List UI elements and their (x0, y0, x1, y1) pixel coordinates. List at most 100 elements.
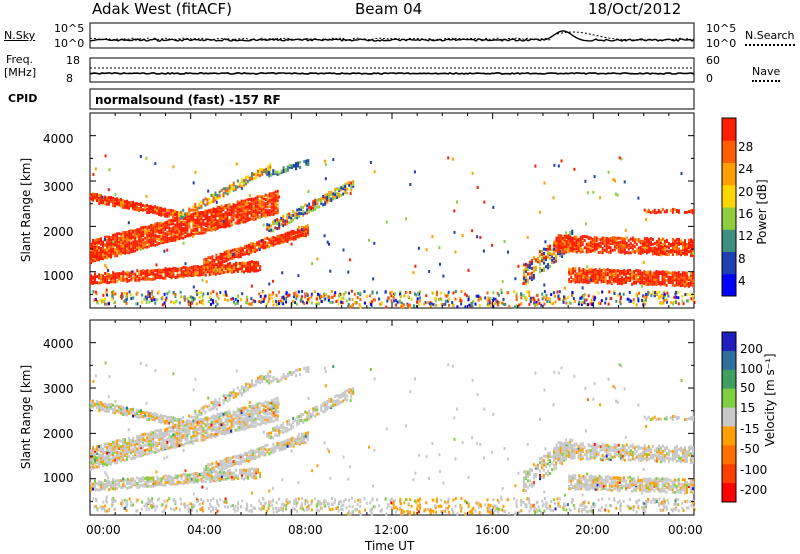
power-cell (530, 271, 533, 275)
power-cell (239, 261, 241, 265)
power-cell (547, 266, 549, 270)
power-cell (596, 272, 599, 276)
power-cell (594, 268, 597, 272)
power-cell (192, 229, 195, 233)
velocity-cell (148, 439, 151, 443)
velocity-cell (212, 425, 215, 429)
power-cell (580, 269, 583, 273)
velocity-cell (252, 419, 255, 423)
power-cell (253, 263, 256, 267)
power-cell (172, 238, 175, 242)
power-cell (278, 290, 280, 294)
power-cell (385, 305, 388, 309)
velocity-cell (252, 425, 255, 428)
power-cell (492, 291, 495, 295)
power-cell (256, 204, 259, 208)
velocity-cell (114, 461, 117, 465)
velocity-cell (258, 401, 261, 405)
power-cell (617, 241, 620, 245)
velocity-cell (172, 429, 175, 433)
power-cell (584, 270, 587, 274)
power-cell (692, 273, 694, 277)
power-cell (417, 303, 420, 307)
power-cell (288, 215, 291, 219)
velocity-cell (208, 408, 211, 412)
power-cell (144, 208, 147, 212)
power-cell (661, 281, 664, 285)
power-cell (146, 277, 149, 281)
power-cell (112, 293, 115, 296)
power-cell (605, 241, 608, 245)
power-cell (156, 242, 159, 246)
power-cell (175, 299, 178, 303)
velocity-cell (110, 406, 112, 410)
power-cell (637, 269, 640, 273)
velocity-cell (182, 422, 185, 426)
power-cell (589, 250, 592, 253)
power-cell (649, 249, 652, 253)
velocity-cell (238, 420, 241, 424)
velocity-cell (108, 404, 110, 408)
power-cell (687, 278, 690, 281)
power-cell (246, 218, 249, 222)
power-cell (671, 252, 674, 256)
power-cell (235, 253, 238, 257)
power-cell (667, 294, 670, 298)
power-cell (253, 172, 255, 176)
power-cell (138, 206, 140, 210)
power-cell (210, 222, 213, 226)
velocity-cell (256, 417, 259, 421)
velocity-cell (214, 432, 217, 436)
power-cell (122, 198, 124, 202)
power-cell (688, 250, 690, 254)
power-cell (673, 247, 676, 251)
velocity-cell (178, 444, 181, 448)
velocity-cell (142, 452, 145, 456)
power-cell (146, 271, 149, 275)
power-cell (182, 275, 185, 279)
velocity-cell (162, 442, 165, 446)
power-cell (138, 245, 141, 249)
power-cell (170, 212, 173, 216)
power-cell (304, 203, 307, 207)
power-cell (206, 267, 209, 271)
power-cell (643, 272, 646, 276)
velocity-cell (160, 428, 163, 432)
power-cell (623, 241, 626, 245)
power-cell (126, 250, 129, 254)
velocity-cell (164, 446, 167, 450)
power-cell (655, 279, 658, 283)
power-cell (110, 276, 113, 280)
velocity-cell (124, 444, 127, 448)
power-cell (298, 234, 301, 237)
power-cell (274, 240, 277, 244)
velocity-cell (140, 411, 142, 415)
power-cell (267, 167, 270, 171)
power-cell (298, 214, 301, 218)
power-cell (276, 220, 279, 224)
power-cell (685, 283, 688, 287)
power-cell (124, 277, 127, 281)
power-cell (526, 263, 529, 267)
power-cell (673, 239, 676, 243)
power-cell (198, 265, 201, 269)
power-cell (176, 270, 179, 274)
velocity-cell (232, 417, 235, 421)
power-cell (633, 245, 636, 249)
power-cells (90, 154, 696, 309)
power-cell (126, 292, 129, 296)
power-cell (212, 226, 215, 230)
velocity-cell (114, 455, 117, 459)
power-cell (232, 213, 235, 217)
power-cell (193, 297, 196, 301)
power-cell (195, 302, 198, 306)
velocity-cell (214, 422, 217, 426)
power-cell (486, 291, 489, 295)
velocity-cell (190, 426, 193, 430)
power-cell (294, 216, 297, 220)
power-cell (555, 256, 558, 260)
power-cell (112, 290, 115, 293)
power-cell (272, 169, 275, 173)
power-cell (128, 230, 131, 233)
velocity-cell (106, 457, 109, 461)
